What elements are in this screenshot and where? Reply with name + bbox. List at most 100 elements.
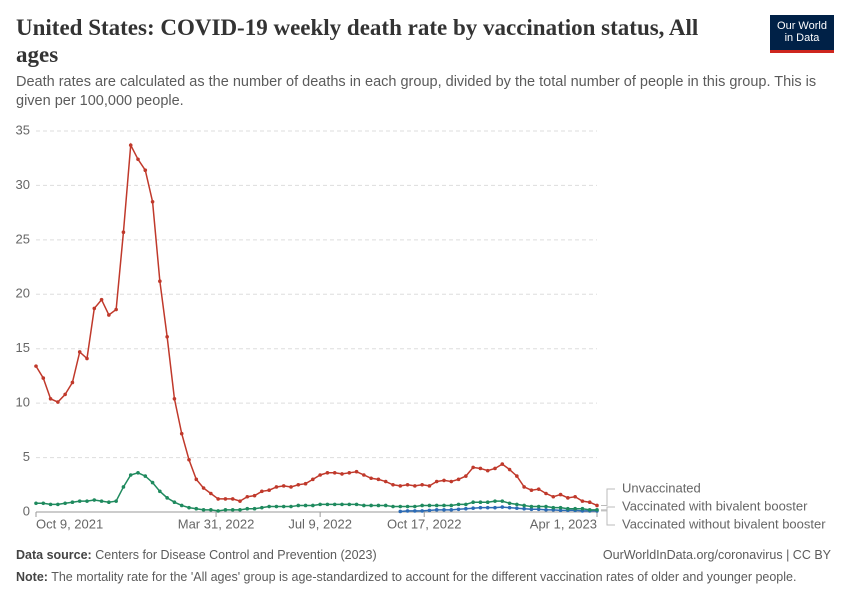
data-point: [209, 508, 213, 512]
data-point: [485, 505, 490, 510]
logo-text: in Data: [784, 32, 820, 44]
data-point: [303, 503, 308, 508]
x-tick-label: Oct 17, 2022: [387, 516, 461, 531]
data-point: [522, 506, 526, 511]
series-line: [35, 142, 598, 507]
legend-label[interactable]: Vaccinated without bivalent booster: [622, 516, 826, 531]
data-point: [296, 482, 301, 487]
data-point: [216, 509, 220, 513]
data-point: [136, 471, 140, 475]
data-point: [99, 499, 104, 503]
data-point: [318, 502, 322, 507]
data-point: [165, 496, 169, 500]
data-point: [238, 499, 242, 503]
data-point: [70, 500, 75, 505]
logo[interactable]: Our World in Data: [770, 15, 834, 53]
data-point: [536, 507, 541, 512]
data-point: [566, 506, 570, 511]
data-point: [566, 496, 570, 500]
data-point: [507, 501, 512, 506]
data-point: [230, 497, 235, 501]
data-point: [405, 504, 410, 509]
data-point: [296, 503, 301, 508]
data-point: [449, 503, 454, 508]
chart-title: United States: COVID-19 weekly death rat…: [16, 15, 699, 67]
data-point: [85, 356, 89, 361]
data-point: [456, 507, 461, 512]
data-point: [536, 504, 541, 509]
data-point: [245, 494, 250, 499]
data-point: [311, 477, 315, 482]
data-point: [427, 508, 432, 513]
data-point: [201, 508, 206, 512]
y-tick-label: 10: [16, 395, 30, 410]
data-point: [529, 504, 534, 509]
data-point: [121, 485, 126, 489]
source-label: Data source:: [16, 548, 92, 562]
x-tick-label: Mar 31, 2022: [178, 516, 255, 531]
data-point: [187, 505, 191, 510]
data-point: [478, 505, 483, 510]
x-tick-label: Jul 9, 2022: [288, 516, 352, 531]
data-point: [449, 508, 454, 512]
data-point: [48, 396, 53, 401]
data-point: [471, 506, 475, 510]
legend-connector: [601, 509, 615, 526]
source-text: Centers for Disease Control and Preventi…: [95, 548, 377, 562]
data-point: [150, 480, 155, 485]
data-point: [522, 485, 526, 489]
data-point: [383, 503, 388, 508]
source-url[interactable]: OurWorldInData.org/coronavirus | CC BY: [602, 548, 831, 562]
data-point: [238, 508, 242, 512]
x-tick-label: Apr 1, 2023: [530, 516, 597, 531]
source: Data source: Centers for Disease Control…: [16, 548, 377, 562]
data-point: [354, 469, 359, 474]
data-point: [340, 502, 344, 507]
data-point: [158, 279, 162, 284]
data-point: [551, 505, 556, 510]
data-point: [434, 508, 439, 512]
data-point: [245, 506, 250, 511]
data-point: [56, 502, 60, 507]
data-point: [179, 503, 184, 508]
data-point: [529, 507, 534, 512]
data-point: [420, 503, 424, 508]
data-point: [493, 499, 497, 503]
data-point: [405, 482, 410, 487]
data-point: [63, 392, 67, 397]
legend-label[interactable]: Unvaccinated: [622, 480, 701, 495]
data-point: [194, 477, 199, 482]
series-line: [36, 472, 597, 512]
data-point: [369, 476, 373, 481]
data-point: [471, 465, 475, 470]
data-point: [449, 479, 454, 484]
data-point: [529, 488, 534, 493]
y-tick-label: 35: [16, 122, 30, 137]
data-point: [77, 499, 82, 503]
data-point: [558, 492, 563, 497]
data-point: [507, 467, 512, 472]
legend-label[interactable]: Vaccinated with bivalent booster: [622, 498, 808, 513]
data-point: [107, 500, 111, 505]
data-point: [48, 502, 53, 507]
data-point: [551, 494, 556, 499]
data-point: [515, 506, 519, 510]
data-point: [267, 504, 271, 509]
data-point: [493, 505, 497, 510]
data-point: [114, 499, 118, 503]
data-point: [471, 500, 475, 505]
data-point: [558, 508, 563, 513]
data-point: [34, 501, 38, 506]
data-point: [464, 474, 468, 478]
logo-text: Our World: [777, 20, 827, 32]
y-tick-label: 5: [23, 449, 30, 464]
data-point: [442, 508, 446, 512]
data-point: [398, 509, 403, 514]
data-point: [347, 502, 352, 507]
data-point: [434, 503, 439, 508]
data-point: [558, 505, 563, 510]
data-point: [522, 503, 526, 508]
data-point: [595, 503, 599, 508]
data-point: [252, 493, 257, 498]
